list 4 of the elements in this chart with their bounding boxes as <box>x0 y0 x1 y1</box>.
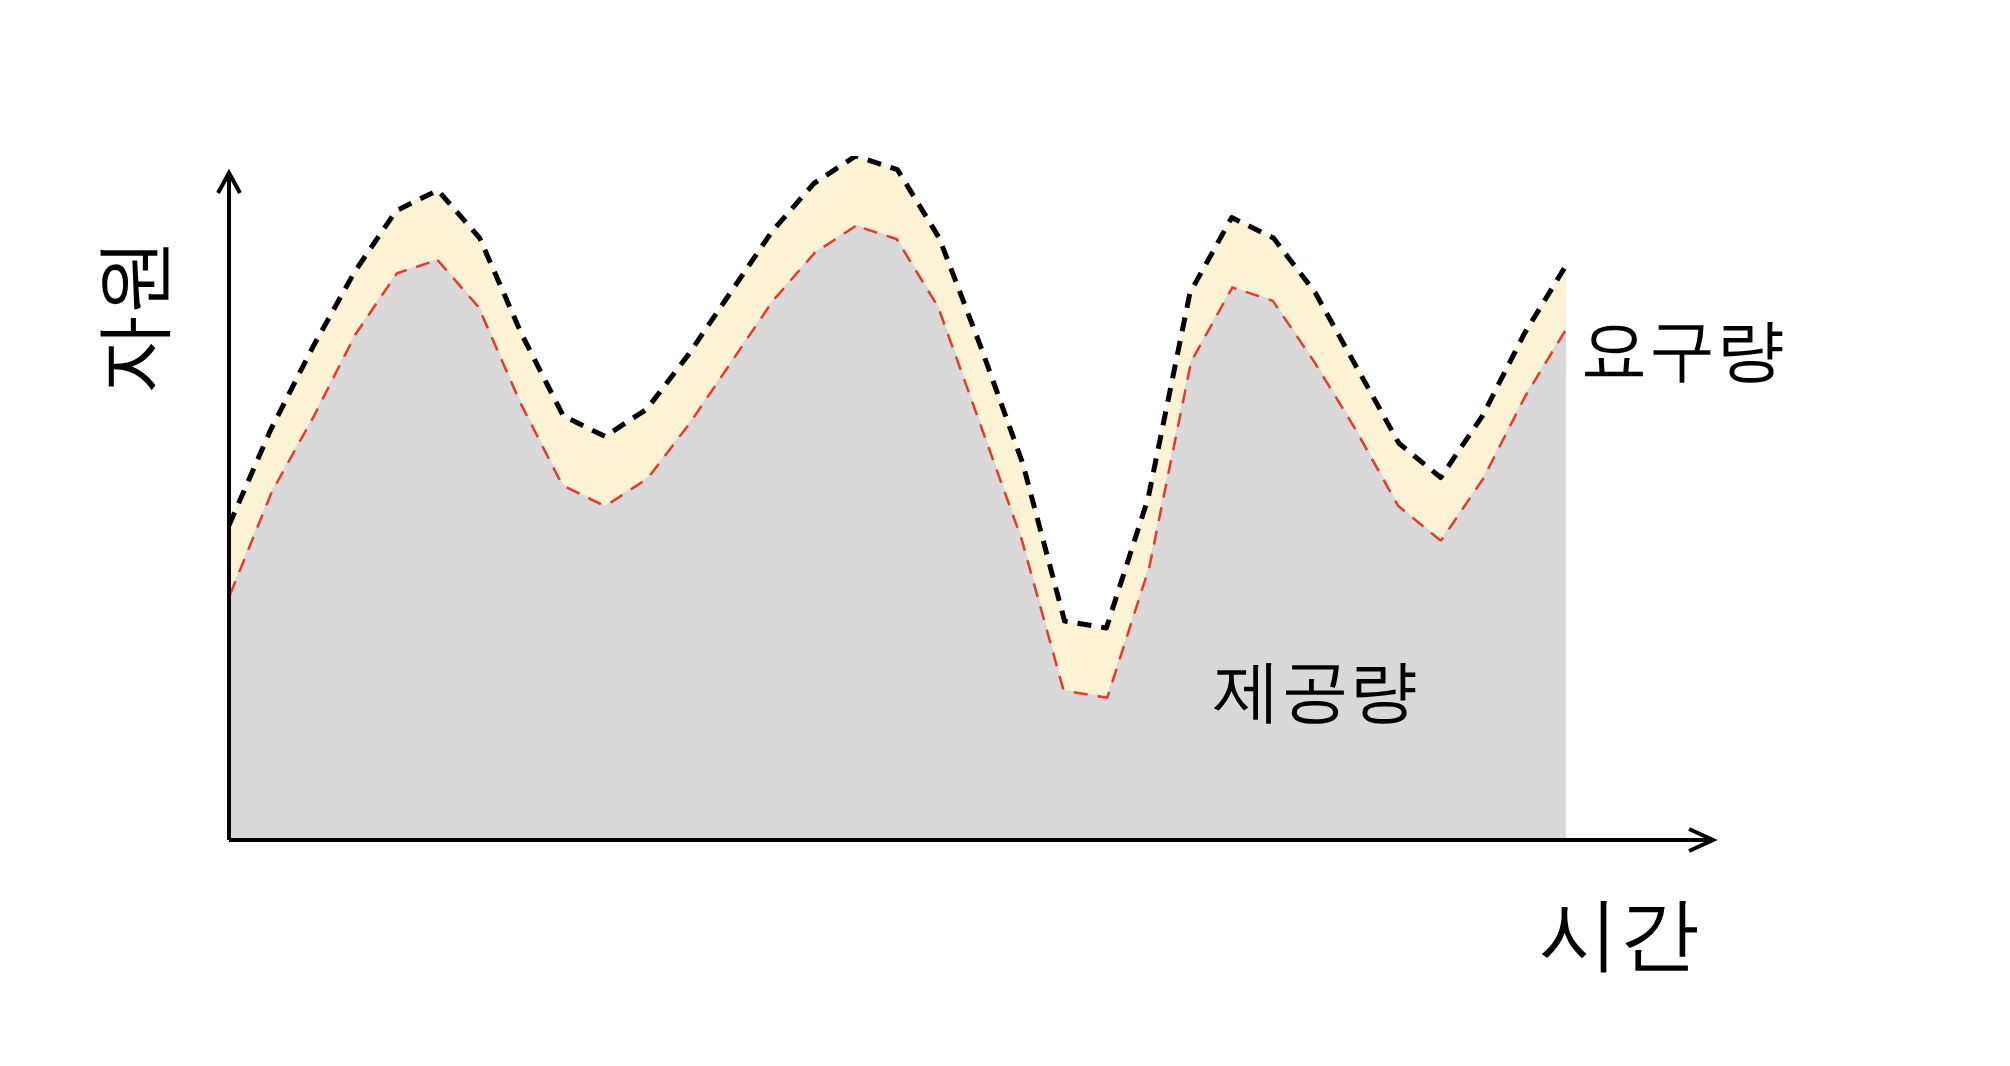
series-label: 제공량 <box>1213 651 1418 731</box>
x-axis-title: 시간 <box>1539 886 1700 980</box>
series-label: 요구량 <box>1580 310 1784 390</box>
y-axis-title: 자원 <box>87 238 178 394</box>
